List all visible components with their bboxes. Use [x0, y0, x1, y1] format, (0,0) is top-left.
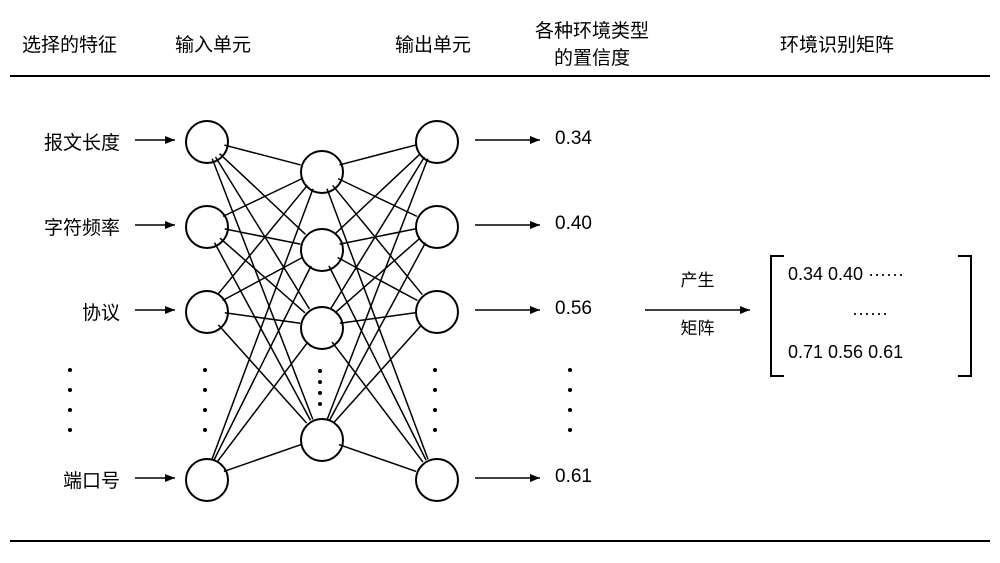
feature-label-1: 字符频率: [0, 213, 120, 240]
generate-label-top: 产生: [650, 266, 745, 291]
vdots-features-dot: [68, 388, 72, 392]
confidence-value-2: 0.56: [555, 298, 592, 320]
header-features: 选择的特征: [22, 30, 117, 57]
header-matrix: 环境识别矩阵: [780, 30, 894, 57]
hidden-node-3: [300, 418, 344, 462]
vdots-hidden-dot: [318, 369, 322, 373]
header-input: 输入单元: [175, 30, 251, 57]
vdots-features-dot: [68, 428, 72, 432]
confidence-value-1: 0.40: [555, 213, 592, 235]
vdots-input-dot: [203, 368, 207, 372]
input-node-1: [185, 205, 229, 249]
confidence-value-3: 0.61: [555, 466, 592, 488]
feature-label-0: 报文长度: [0, 128, 120, 155]
vdots-input-dot: [203, 388, 207, 392]
input-node-3: [185, 458, 229, 502]
matrix-row-2: 0.71 0.56 0.61: [788, 342, 952, 363]
vdots-input-dot: [203, 408, 207, 412]
matrix-row-1: ······: [788, 303, 952, 324]
input-node-0: [185, 120, 229, 164]
output-node-0: [415, 120, 459, 164]
divider-top: [10, 75, 990, 77]
output-node-3: [415, 458, 459, 502]
header-output: 输出单元: [395, 30, 471, 57]
confidence-value-0: 0.34: [555, 128, 592, 150]
output-node-1: [415, 205, 459, 249]
feature-label-3: 端口号: [0, 466, 120, 493]
vdots-conf-dot: [568, 428, 572, 432]
matrix-bracket-left: [770, 255, 784, 377]
divider-bottom: [10, 540, 990, 542]
vdots-output-dot: [433, 408, 437, 412]
vdots-features-dot: [68, 368, 72, 372]
vdots-conf-dot: [568, 408, 572, 412]
vdots-input-dot: [203, 428, 207, 432]
hidden-node-0: [300, 150, 344, 194]
vdots-hidden-dot: [318, 391, 322, 395]
vdots-hidden-dot: [318, 402, 322, 406]
hidden-node-2: [300, 306, 344, 350]
output-node-2: [415, 290, 459, 334]
vdots-features-dot: [68, 408, 72, 412]
header-confidence: 各种环境类型 的置信度: [535, 16, 649, 70]
input-node-2: [185, 290, 229, 334]
generate-label-bottom: 矩阵: [650, 314, 745, 339]
vdots-hidden-dot: [318, 380, 322, 384]
vdots-output-dot: [433, 388, 437, 392]
feature-label-2: 协议: [0, 298, 120, 325]
matrix-bracket-right: [958, 255, 972, 377]
hidden-node-1: [300, 228, 344, 272]
vdots-conf-dot: [568, 368, 572, 372]
matrix-row-0: 0.34 0.40 ······: [788, 264, 952, 285]
vdots-output-dot: [433, 428, 437, 432]
vdots-conf-dot: [568, 388, 572, 392]
vdots-output-dot: [433, 368, 437, 372]
